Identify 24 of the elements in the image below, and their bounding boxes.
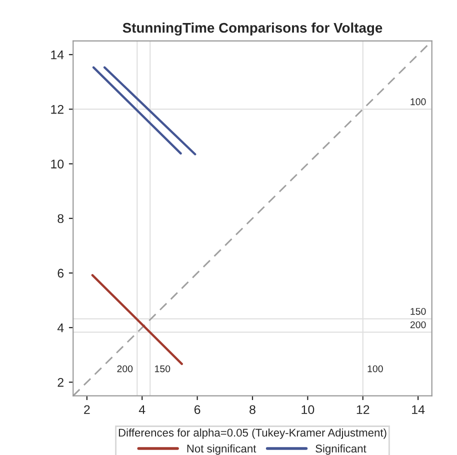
annotation: 200	[117, 365, 133, 372]
y-tick-label: 4	[57, 324, 64, 332]
annotation: 100	[368, 365, 383, 372]
legend-label: Not significant	[187, 444, 256, 455]
x-tick-label: 14	[412, 405, 425, 414]
x-tick-label: 12	[356, 405, 370, 414]
y-tick-label: 10	[51, 160, 64, 168]
annotation: 150	[410, 308, 426, 315]
x-tick-label: 4	[138, 405, 146, 414]
y-tick-label: 12	[51, 105, 64, 114]
x-tick-label: 8	[250, 405, 256, 414]
y-tick-label: 2	[58, 378, 64, 387]
y-tick-label: 6	[58, 268, 64, 278]
annotation: 100	[410, 98, 426, 106]
chart-title: StunningTime Comparisons for Voltage	[122, 22, 382, 36]
y-tick-label: 8	[58, 214, 64, 224]
x-tick-label: 10	[302, 405, 314, 414]
annotation: 150	[155, 365, 170, 372]
y-tick-label: 14	[51, 50, 64, 60]
x-tick-label: 2	[84, 405, 90, 414]
legend-label: Significant	[316, 444, 366, 455]
legend-title: Differences for alpha=0.05 (Tukey-Kramer Adjustment)	[118, 428, 386, 439]
annotation: 200	[410, 321, 426, 328]
x-tick-label: 6	[194, 405, 200, 414]
